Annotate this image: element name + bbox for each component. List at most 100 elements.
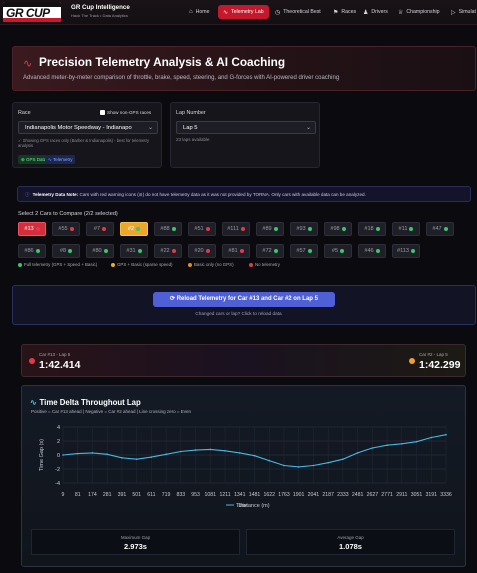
car-button[interactable]: #47 bbox=[426, 222, 454, 236]
telemetry-status-dot bbox=[136, 226, 141, 231]
telemetry-status-dot bbox=[171, 248, 176, 253]
nav-theoretical-best[interactable]: ◷ Theoretical Best bbox=[270, 5, 326, 19]
nav-races-label: Races bbox=[341, 9, 357, 15]
laps-available: 23 laps available bbox=[176, 137, 210, 142]
lap-select[interactable]: Lap 5 ⌄ bbox=[176, 121, 316, 134]
telemetry-status-dot bbox=[137, 248, 142, 253]
data-point bbox=[194, 449, 197, 451]
car-button[interactable]: #2 bbox=[120, 222, 148, 236]
x-tick-label: 1763 bbox=[278, 492, 290, 498]
nav-drivers[interactable]: ♟ Drivers bbox=[358, 5, 393, 19]
lap-select-value: Lap 5 bbox=[183, 125, 198, 131]
car-button[interactable]: #46 bbox=[358, 244, 386, 258]
telemetry-status-dot bbox=[340, 248, 345, 253]
car-number: #11 bbox=[398, 226, 408, 232]
x-tick-label: 1901 bbox=[293, 492, 305, 498]
car-button[interactable]: #80 bbox=[86, 244, 114, 258]
car-button[interactable]: #7 bbox=[86, 222, 114, 236]
car-button[interactable]: #5 bbox=[324, 244, 352, 258]
car-number: #57 bbox=[296, 248, 306, 254]
car-button[interactable]: #31 bbox=[120, 244, 148, 258]
car2-dot bbox=[409, 358, 415, 364]
car-button[interactable]: #11 bbox=[392, 222, 420, 236]
x-tick-label: 2187 bbox=[322, 492, 334, 498]
x-tick-label: 719 bbox=[162, 492, 171, 498]
data-point bbox=[430, 436, 433, 439]
car-button[interactable]: #72 bbox=[256, 244, 284, 258]
car-button[interactable]: #8 bbox=[52, 244, 80, 258]
data-point bbox=[415, 440, 418, 443]
trophy-icon: ♕ bbox=[398, 9, 404, 16]
car-number: #2 bbox=[127, 226, 135, 232]
data-point bbox=[91, 452, 94, 454]
chevron-down-icon: ⌄ bbox=[305, 125, 311, 131]
car-number: #72 bbox=[262, 248, 272, 254]
car-button[interactable]: #22 bbox=[154, 244, 182, 258]
car-button[interactable]: #18 bbox=[358, 222, 386, 236]
car-number: #22 bbox=[160, 248, 170, 254]
x-tick-label: 2481 bbox=[352, 492, 364, 498]
car-number: #18 bbox=[364, 226, 374, 232]
play-icon: ▷ bbox=[451, 9, 456, 16]
refresh-icon: ⟳ bbox=[170, 296, 177, 302]
legend-dot bbox=[188, 262, 192, 267]
x-tick-label: 1341 bbox=[234, 492, 246, 498]
car-button[interactable]: #86 bbox=[18, 244, 46, 258]
car-button[interactable]: #88 bbox=[154, 222, 182, 236]
data-point bbox=[371, 447, 374, 449]
car-number: #93 bbox=[296, 226, 306, 232]
nav-simulator[interactable]: ▷ Simulat bbox=[446, 5, 477, 19]
car-button[interactable]: #113 bbox=[392, 244, 420, 258]
car-button[interactable]: #93 bbox=[290, 222, 318, 236]
nav-drivers-label: Drivers bbox=[371, 9, 388, 15]
x-tick-label: 1622 bbox=[263, 492, 275, 498]
car-button[interactable]: #111 bbox=[222, 222, 250, 236]
nav-championship[interactable]: ♕ Championship bbox=[393, 5, 445, 19]
car-number: #8 bbox=[59, 248, 67, 254]
show-non-gps-checkbox[interactable] bbox=[100, 110, 105, 115]
x-tick-label: 9 bbox=[62, 492, 65, 498]
page-title: Precision Telemetry Analysis & AI Coachi… bbox=[39, 55, 286, 69]
telemetry-status-dot bbox=[103, 248, 108, 253]
y-tick-label: -2 bbox=[55, 467, 60, 473]
telemetry-status-dot bbox=[307, 226, 312, 231]
telemetry-tag: ∿ Telemetry bbox=[45, 155, 76, 164]
telemetry-status-dot bbox=[69, 226, 74, 231]
y-tick-label: 4 bbox=[57, 425, 60, 431]
data-point bbox=[238, 452, 241, 454]
car-button[interactable]: #98 bbox=[324, 222, 352, 236]
car-button[interactable]: #20 bbox=[188, 244, 216, 258]
gr-cup-logo[interactable]: GR CUP bbox=[3, 2, 61, 22]
x-tick-label: 174 bbox=[88, 492, 97, 498]
car1-lap-label: Car #13 - Lap 5 bbox=[39, 352, 71, 357]
x-tick-label: 501 bbox=[132, 492, 141, 498]
legend-label: Basic only (no GPS) bbox=[194, 262, 234, 267]
car-button[interactable]: #57 bbox=[290, 244, 318, 258]
chevron-down-icon: ⌄ bbox=[147, 125, 153, 131]
race-select[interactable]: Indianapolis Motor Speedway - Indianapo … bbox=[18, 121, 158, 134]
car-button[interactable]: #13 bbox=[18, 222, 46, 236]
nav-home[interactable]: ⌂ Home bbox=[184, 5, 214, 19]
car-number: #89 bbox=[262, 226, 272, 232]
legend-dot bbox=[249, 262, 253, 267]
reload-telemetry-button[interactable]: ⟳ Reload Telemetry for Car #13 and Car #… bbox=[153, 292, 335, 307]
car-button[interactable]: #89 bbox=[256, 222, 284, 236]
x-tick-label: 1481 bbox=[249, 492, 261, 498]
page-subtitle: Advanced meter-by-meter comparison of th… bbox=[23, 75, 340, 81]
legend-label: No telemetry bbox=[255, 262, 280, 267]
nav-races[interactable]: ⚑ Races bbox=[328, 5, 361, 19]
legend-item: No telemetry bbox=[249, 262, 280, 267]
info-icon: ⓘ bbox=[25, 192, 30, 197]
nav-telemetry-lab[interactable]: ∿ Telemetry Lab bbox=[218, 5, 269, 19]
car-button[interactable]: #51 bbox=[188, 222, 216, 236]
car-number: #81 bbox=[228, 248, 238, 254]
car-number: #111 bbox=[227, 226, 239, 232]
nav-telemetry-label: Telemetry Lab bbox=[231, 9, 264, 15]
car-button[interactable]: #81 bbox=[222, 244, 250, 258]
car-button[interactable]: #55 bbox=[52, 222, 80, 236]
data-point bbox=[356, 452, 359, 454]
legend-item: Basic only (no GPS) bbox=[188, 262, 234, 267]
maximum-gap-label: Maximum Gap bbox=[120, 535, 151, 540]
car-number: #47 bbox=[432, 226, 442, 232]
